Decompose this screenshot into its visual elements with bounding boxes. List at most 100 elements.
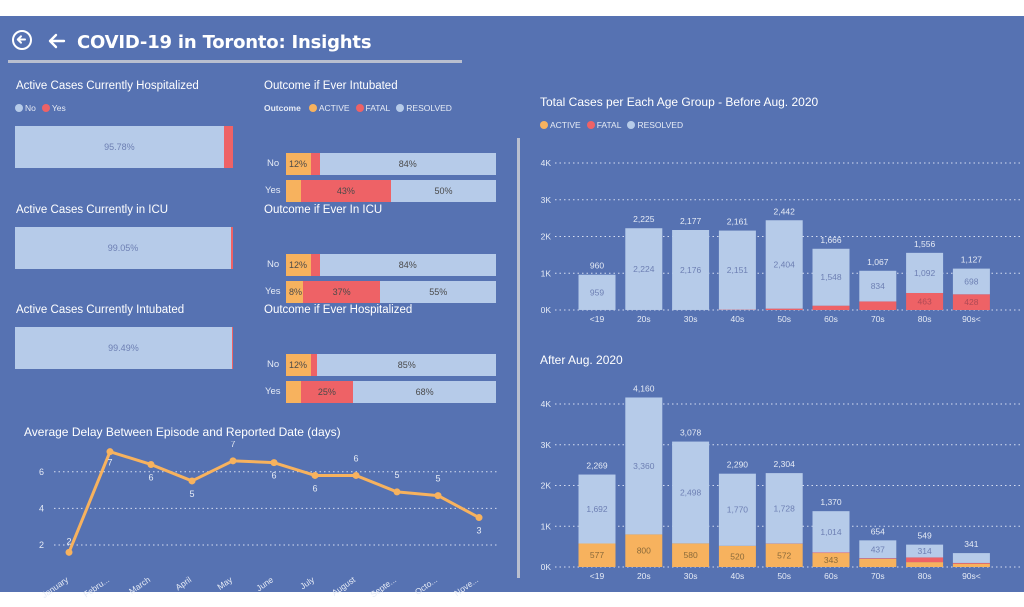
- bar-fatal[interactable]: [859, 558, 897, 559]
- before-chart-title: Total Cases per Each Age Group - Before …: [540, 95, 819, 109]
- bar-resolved[interactable]: [672, 441, 710, 544]
- data-point[interactable]: [352, 471, 360, 479]
- bar-fatal[interactable]: [765, 308, 803, 310]
- resolved-label: 834: [871, 281, 885, 291]
- x-tick-label: June: [254, 574, 275, 593]
- data-point[interactable]: [434, 492, 442, 500]
- bar-fatal[interactable]: [812, 305, 850, 310]
- resolved-label: 2,176: [680, 265, 702, 275]
- legend-item-resolved[interactable]: RESOLVED: [627, 120, 683, 130]
- bar-segment-resolved: 84%: [319, 153, 496, 175]
- data-point[interactable]: [188, 477, 196, 485]
- bar-resolved[interactable]: [812, 248, 850, 306]
- icu-bar[interactable]: 99.05%: [15, 227, 233, 269]
- outcome-row-bar[interactable]: 25% 68%: [286, 381, 496, 403]
- bar-resolved[interactable]: [812, 511, 850, 553]
- legend-title: Outcome: [264, 103, 301, 113]
- delay-chart-title: Average Delay Between Episode and Report…: [24, 425, 341, 439]
- legend-dot-icon: [586, 121, 595, 129]
- bar-resolved[interactable]: [672, 229, 710, 310]
- before-aug-bar-chart: 0K 1K 2K 3K 4K 960 959 <19 2,225 2,224 20s 2,177 2,1…: [541, 158, 1020, 324]
- hospitalized-bar[interactable]: 95.78%: [15, 126, 233, 168]
- bar-resolved[interactable]: [952, 553, 990, 563]
- bar-active[interactable]: [718, 545, 756, 567]
- data-point[interactable]: [147, 460, 155, 468]
- outcome-row-bar[interactable]: 12% 85%: [286, 354, 496, 376]
- data-point[interactable]: [270, 459, 278, 467]
- bar-fatal[interactable]: [906, 557, 944, 563]
- bar-resolved[interactable]: [906, 544, 944, 558]
- legend-item-fatal[interactable]: FATAL: [586, 120, 621, 130]
- page-title: COVID-19 in Toronto: Insights: [77, 32, 372, 53]
- bar-active[interactable]: [952, 563, 990, 567]
- bar-segment-no: 99.49%: [15, 327, 232, 369]
- y-tick-label: 2: [39, 540, 44, 550]
- bar-fatal[interactable]: [952, 294, 990, 310]
- total-label: 341: [964, 539, 978, 549]
- x-tick-label: 30s: [684, 314, 698, 324]
- legend-item-active[interactable]: ACTIVE: [540, 120, 581, 130]
- x-tick-label: 40s: [731, 571, 745, 581]
- legend-item-resolved[interactable]: RESOLVED: [396, 103, 452, 113]
- back-circle-icon[interactable]: [12, 30, 32, 50]
- bar-resolved[interactable]: [765, 220, 803, 309]
- x-tick-label: 50s: [777, 571, 791, 581]
- x-tick-label: 60s: [824, 314, 838, 324]
- bar-fatal[interactable]: [859, 301, 897, 310]
- legend-item-active[interactable]: ACTIVE: [308, 103, 350, 113]
- data-label: 2: [66, 536, 71, 546]
- bar-resolved[interactable]: [906, 252, 944, 293]
- bar-resolved[interactable]: [578, 274, 616, 310]
- outcome-row-bar[interactable]: 12% 84%: [286, 254, 496, 276]
- bar-resolved[interactable]: [625, 397, 663, 535]
- x-tick-label: Octo...: [413, 574, 439, 597]
- x-tick-label: 70s: [871, 571, 885, 581]
- hospitalized-legend: No Yes: [15, 103, 70, 113]
- intubated-bar[interactable]: 99.49%: [15, 327, 233, 369]
- x-tick-label: April: [173, 574, 193, 592]
- outcome-row-bar[interactable]: 8% 37% 55%: [286, 281, 496, 303]
- bar-resolved[interactable]: [952, 268, 990, 295]
- bar-active[interactable]: [578, 543, 616, 567]
- bar-active[interactable]: [765, 543, 803, 567]
- data-point[interactable]: [229, 457, 237, 465]
- outcome-row-bar[interactable]: 12% 84%: [286, 153, 496, 175]
- bar-active[interactable]: [859, 558, 897, 567]
- bar-resolved[interactable]: [625, 228, 663, 310]
- data-point[interactable]: [65, 548, 73, 556]
- x-tick-label: Febru...: [81, 574, 111, 599]
- bar-active[interactable]: [672, 543, 710, 567]
- bar-active[interactable]: [812, 553, 850, 567]
- bar-resolved[interactable]: [718, 473, 756, 546]
- resolved-label: 1,548: [820, 272, 842, 282]
- bar-resolved[interactable]: [765, 473, 803, 544]
- bar-fatal[interactable]: [906, 292, 944, 310]
- x-tick-label: Nove...: [452, 574, 480, 598]
- resolved-label: 1,728: [774, 503, 796, 513]
- legend-item-yes[interactable]: Yes: [41, 103, 66, 113]
- bar-fatal[interactable]: [952, 562, 990, 564]
- bar-resolved[interactable]: [859, 540, 897, 559]
- data-point[interactable]: [475, 514, 483, 522]
- bar-resolved[interactable]: [859, 270, 897, 302]
- data-point[interactable]: [393, 488, 401, 496]
- y-tick-label: 6: [39, 467, 44, 477]
- x-tick-label: <19: [590, 314, 605, 324]
- x-tick-label: August: [330, 574, 358, 598]
- bar-resolved[interactable]: [718, 230, 756, 310]
- data-label: 5: [394, 470, 399, 480]
- bar-active[interactable]: [906, 562, 944, 567]
- bar-active[interactable]: [625, 534, 663, 567]
- legend-item-fatal[interactable]: FATAL: [355, 103, 390, 113]
- bar-segment-yes: [231, 327, 233, 369]
- legend-dot-icon: [355, 104, 364, 112]
- legend-item-no[interactable]: No: [15, 103, 36, 113]
- outcome-row-bar[interactable]: 43% 50%: [286, 180, 496, 202]
- back-arrow-icon[interactable]: [47, 31, 67, 51]
- bar-resolved[interactable]: [578, 474, 616, 544]
- outcome-row-label: No: [267, 259, 280, 270]
- data-point[interactable]: [311, 471, 319, 479]
- data-point[interactable]: [106, 448, 114, 456]
- bar-fatal[interactable]: [812, 552, 850, 554]
- resolved-label: 2,151: [727, 265, 749, 275]
